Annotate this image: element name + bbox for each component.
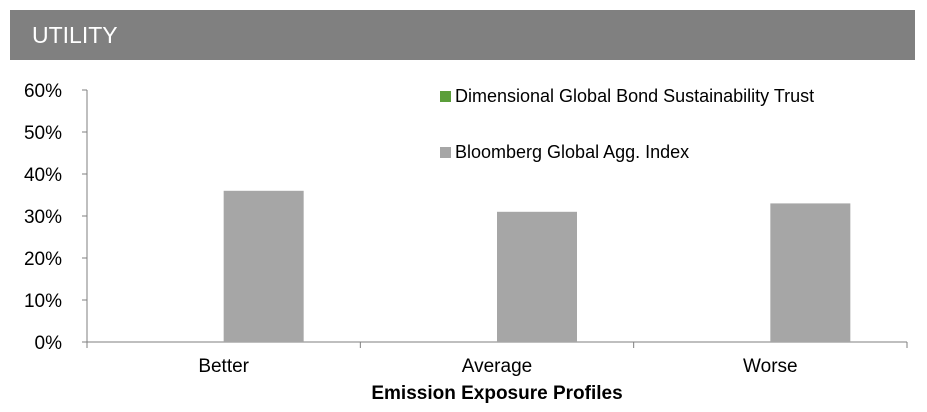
x-axis-title: Emission Exposure Profiles (371, 383, 622, 404)
y-tick-label: 10% (24, 291, 62, 312)
chart-title-banner: UTILITY (10, 10, 915, 60)
bar-chart: 0% 10% 20% 30% 40% 50% 60% Better Average Worse Em… (24, 81, 908, 404)
legend-swatch (440, 91, 451, 102)
y-tick-label: 0% (35, 333, 63, 354)
legend-swatch (440, 147, 451, 158)
x-tick-label: Average (462, 356, 532, 377)
y-tick-label: 20% (24, 249, 62, 270)
y-tick-label: 60% (24, 81, 62, 102)
legend-label: Bloomberg Global Agg. Index (455, 142, 689, 162)
y-tick-label: 30% (24, 207, 62, 228)
x-tick-label: Worse (743, 356, 798, 377)
x-tick-label: Better (198, 356, 249, 377)
bar-index (770, 203, 851, 342)
y-tick-label: 40% (24, 165, 62, 186)
bar-index (223, 190, 304, 342)
y-tick-label: 50% (24, 123, 62, 144)
chart-title: UTILITY (32, 22, 118, 48)
legend-label: Dimensional Global Bond Sustainability T… (455, 86, 814, 106)
bar-index (497, 211, 577, 342)
